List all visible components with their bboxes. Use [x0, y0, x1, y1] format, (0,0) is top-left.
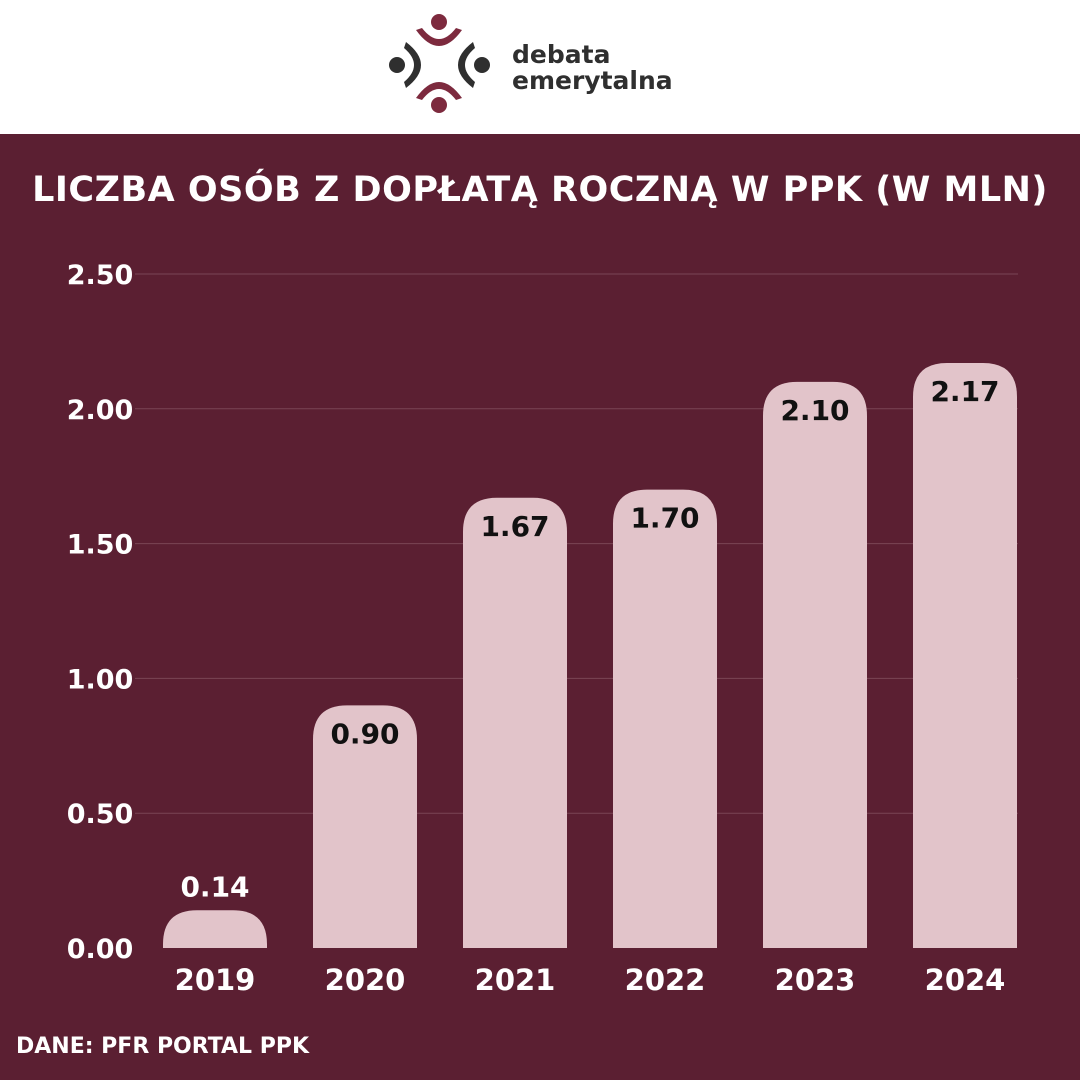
- data-label: 2.10: [780, 394, 849, 427]
- y-tick-label: 2.50: [67, 260, 134, 291]
- logo: debata emerytalna: [386, 12, 686, 122]
- data-label: 0.14: [180, 870, 249, 903]
- y-tick-label: 0.50: [67, 799, 134, 830]
- x-tick-label: 2021: [475, 963, 556, 997]
- data-label: 0.90: [330, 717, 399, 750]
- bar-2024: [913, 362, 1017, 948]
- x-tick-label: 2024: [925, 963, 1006, 997]
- data-label: 2.17: [930, 375, 999, 408]
- bar-2022: [613, 489, 717, 948]
- logo-line-1: debata: [512, 40, 611, 69]
- data-label: 1.67: [480, 510, 549, 543]
- y-tick-label: 1.00: [67, 664, 134, 695]
- y-tick-label: 1.50: [67, 530, 134, 561]
- chart-title: LICZBA OSÓB Z DOPŁATĄ ROCZNĄ W PPK (W ML…: [32, 170, 1048, 210]
- y-tick-label: 2.00: [67, 395, 134, 426]
- y-tick-label: 0.00: [67, 934, 134, 965]
- logo-wordmark: debata emerytalna: [512, 42, 673, 94]
- x-tick-label: 2019: [175, 963, 256, 997]
- data-label: 1.70: [630, 502, 699, 535]
- x-tick-label: 2023: [775, 963, 856, 997]
- x-tick-label: 2020: [325, 963, 406, 997]
- bar-2020: [313, 705, 417, 948]
- logo-line-2: emerytalna: [512, 66, 673, 95]
- logo-icon: [389, 14, 490, 113]
- bar-2023: [763, 381, 867, 949]
- source-note: DANE: PFR PORTAL PPK: [16, 1034, 310, 1059]
- x-tick-label: 2022: [625, 963, 706, 997]
- header-bar: debata emerytalna: [0, 0, 1080, 134]
- bar-2019: [163, 910, 267, 948]
- bar-2021: [463, 497, 567, 948]
